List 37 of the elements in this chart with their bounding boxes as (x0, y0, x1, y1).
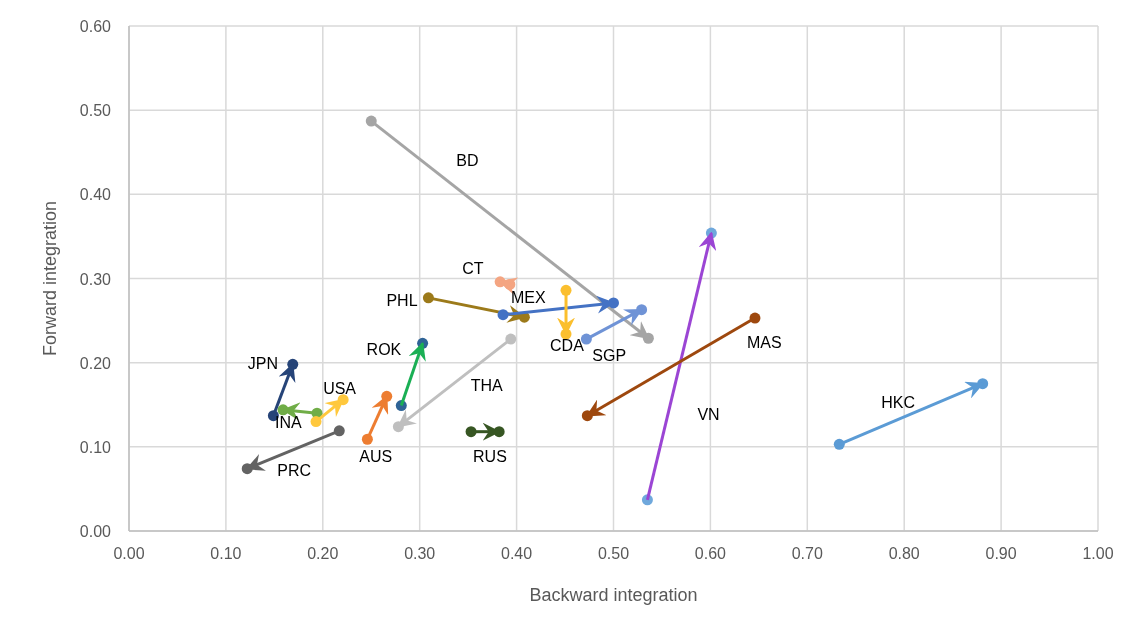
series-label: ROK (366, 341, 402, 359)
y-tick-label: 0.30 (79, 270, 112, 288)
series-label: CDA (550, 337, 585, 355)
x-tick-label: 0.10 (210, 545, 242, 562)
y-tick-label: 0.60 (79, 18, 112, 35)
series-label: PHL (386, 291, 418, 309)
series-label: CT (462, 259, 484, 277)
series-label: JPN (247, 355, 278, 373)
series-label: INA (275, 413, 303, 431)
x-tick-label: 0.00 (113, 545, 145, 562)
series-label: VN (697, 405, 720, 423)
series-label: THA (470, 377, 504, 395)
x-tick-label: 0.30 (404, 545, 436, 562)
x-tick-label: 1.00 (1082, 545, 1114, 562)
x-tick-label: 0.50 (597, 545, 630, 562)
series-label: USA (323, 379, 357, 397)
series-label: AUS (359, 448, 393, 466)
y-tick-label: 0.50 (79, 102, 112, 120)
series-label: MAS (746, 334, 782, 352)
x-tick-label: 0.20 (307, 545, 339, 562)
y-tick-label: 0.20 (79, 354, 112, 372)
y-axis-title: Forward integration (40, 200, 60, 357)
x-tick-label: 0.90 (985, 545, 1017, 562)
series-label: PRC (277, 461, 311, 479)
series-label: BD (456, 152, 479, 170)
series-label: RUS (473, 447, 507, 465)
x-tick-label: 0.70 (791, 545, 823, 562)
series-label: MEX (511, 288, 547, 306)
y-tick-label: 0.40 (79, 186, 112, 204)
x-axis-title: Backward integration (529, 585, 698, 605)
y-tick-label: 0.00 (79, 523, 112, 540)
series-label: HKC (881, 394, 916, 412)
x-tick-label: 0.40 (501, 545, 533, 562)
x-tick-label: 0.80 (888, 545, 920, 562)
y-tick-label: 0.10 (79, 438, 112, 456)
series-label: SGP (592, 347, 627, 365)
x-tick-label: 0.60 (694, 545, 727, 562)
